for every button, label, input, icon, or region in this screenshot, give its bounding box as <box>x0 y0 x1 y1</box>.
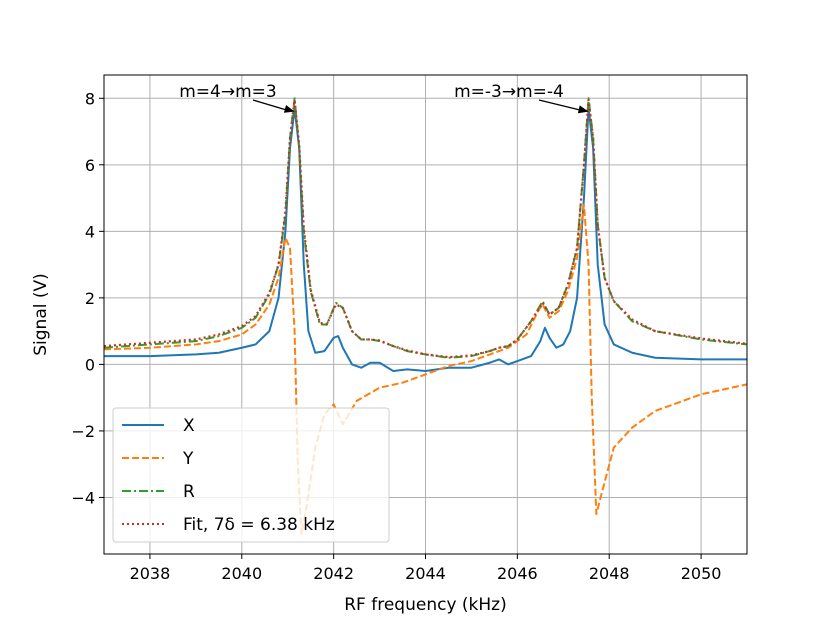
annotation-label: m=4→m=3 <box>179 82 276 102</box>
x-tick-label: 2050 <box>681 564 722 583</box>
y-tick-label: 0 <box>85 355 95 374</box>
annotation-arrowhead <box>283 105 295 113</box>
y-tick-label: 4 <box>85 222 95 241</box>
x-axis-label: RF frequency (kHz) <box>344 595 506 615</box>
y-tick-label: −4 <box>71 488 95 507</box>
annotation-arrow <box>538 99 583 112</box>
y-axis-label: Signal (V) <box>31 273 51 356</box>
y-axis-ticks: −4 −2 0 2 4 6 8 <box>71 89 104 507</box>
legend-label: Y <box>182 449 194 469</box>
legend: XYR Fit, 7δ = 6.38 kHz <box>112 407 390 543</box>
annotation-arrow <box>252 99 289 112</box>
legend-box <box>112 407 390 543</box>
series-line-y <box>104 203 747 536</box>
y-tick-label: 8 <box>85 89 95 108</box>
x-tick-label: 2038 <box>130 564 171 583</box>
x-tick-label: 2046 <box>497 564 538 583</box>
x-tick-label: 2044 <box>405 564 446 583</box>
y-tick-label: 2 <box>85 289 95 308</box>
legend-label: R <box>183 482 195 502</box>
x-tick-label: 2040 <box>221 564 262 583</box>
series-layer <box>104 97 747 536</box>
x-tick-label: 2048 <box>589 564 630 583</box>
legend-label: X <box>183 416 195 436</box>
y-tick-label: −2 <box>71 422 95 441</box>
x-tick-label: 2042 <box>313 564 354 583</box>
annotation-label: m=-3→m=-4 <box>454 82 564 102</box>
y-tick-label: 6 <box>85 156 95 175</box>
x-axis-ticks: 2038 2040 2042 2044 2046 2048 2050 <box>130 554 722 583</box>
annotations: m=4→m=3 m=-3→m=-4 <box>179 82 589 114</box>
legend-label: Fit, 7δ = 6.38 kHz <box>183 515 335 535</box>
annotation-arrowhead <box>577 105 589 114</box>
series-line-fit <box>104 98 747 359</box>
